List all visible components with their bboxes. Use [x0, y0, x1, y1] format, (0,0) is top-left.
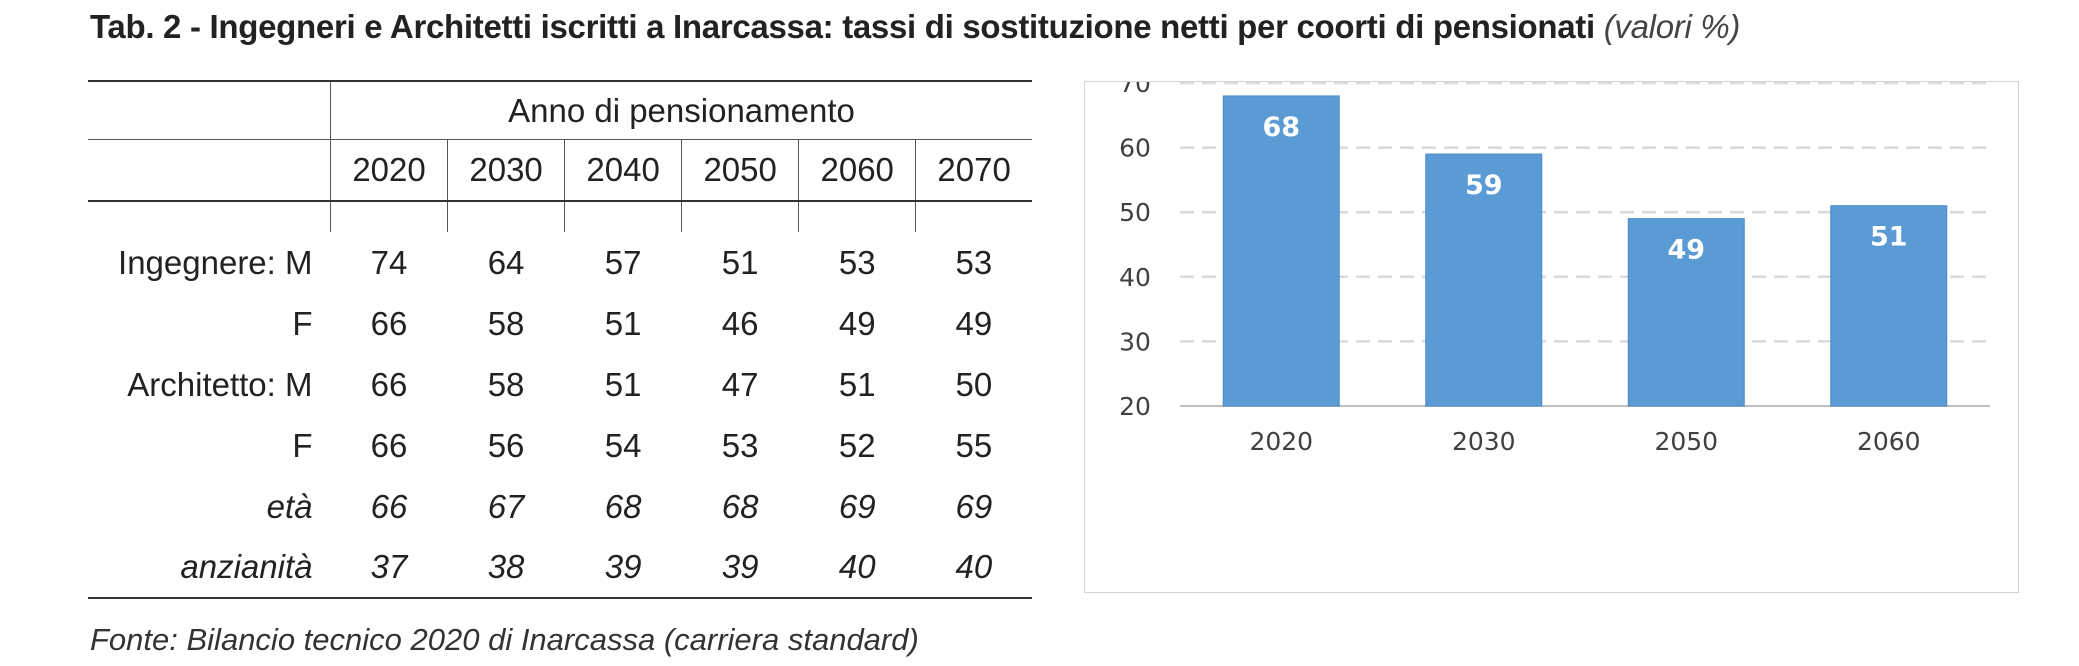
table-cell: 49	[838, 304, 876, 342]
table-cell: 67	[487, 487, 525, 525]
stub-header	[88, 80, 331, 140]
x-tick-label: 2060	[1857, 427, 1921, 456]
table-cell: 54	[604, 426, 642, 464]
table-cell: 40	[915, 537, 1032, 599]
table-cell: 39	[681, 537, 799, 599]
table-cell: 66	[370, 304, 408, 342]
table-cell: 37	[330, 537, 448, 599]
data-table-container: Anno di pensionamento 2020 2030 2040 205…	[88, 80, 1032, 599]
table-cell: 55	[955, 426, 993, 464]
row-label: Architetto: M	[127, 365, 313, 403]
table-year-header-row: 2020 2030 2040 2050 2060 2070	[88, 139, 1032, 202]
table-cell: 51	[604, 304, 642, 342]
bar-data-label: 51	[1870, 222, 1908, 253]
y-tick-label: 70	[1119, 82, 1151, 98]
table-title: Tab. 2 - Ingegneri e Architetti iscritti…	[90, 8, 1740, 46]
table-cell: 39	[564, 537, 682, 599]
table-cell: 69	[838, 487, 876, 525]
y-tick-label: 40	[1119, 263, 1151, 292]
table-cell: 53	[838, 243, 876, 281]
table-row: Architetto: M 66 58 51 47 51 50	[88, 354, 1032, 415]
table-cell: 69	[955, 487, 993, 525]
table-row: Ingegnere: M 74 64 57 51 53 53	[88, 232, 1032, 293]
year-header: 2050	[681, 139, 799, 202]
table-row: F 66 56 54 53 52 55	[88, 415, 1032, 476]
table-cell: 68	[604, 487, 642, 525]
row-label: età	[266, 487, 313, 525]
y-tick-label: 20	[1119, 392, 1151, 421]
table-row: anzianità 37 38 39 39 40 40	[88, 537, 1032, 599]
table-cell: 58	[487, 365, 525, 403]
table-cell: 66	[370, 487, 408, 525]
table-cell: 50	[955, 365, 993, 403]
x-tick-label: 2020	[1249, 427, 1313, 456]
table-cell: 68	[721, 487, 759, 525]
row-label: Ingegnere: M	[118, 243, 313, 281]
bar-data-label: 68	[1262, 112, 1300, 143]
x-tick-label: 2030	[1452, 427, 1516, 456]
year-header: 2040	[564, 139, 682, 202]
table-cell: 66	[370, 426, 408, 464]
bar-chart: 20 30 40 50 60 70 68 2020 59 2030 49 2050 51 2060	[1084, 81, 2019, 593]
year-header: 2060	[798, 139, 916, 202]
table-cell: 38	[447, 537, 565, 599]
row-label: F	[292, 304, 313, 342]
y-tick-label: 60	[1119, 134, 1151, 163]
table-cell: 47	[721, 365, 759, 403]
bar	[1627, 218, 1745, 407]
x-tick-label: 2050	[1654, 427, 1718, 456]
table-cell: 53	[721, 426, 759, 464]
group-header: Anno di pensionamento	[330, 80, 1032, 140]
row-label: anzianità	[88, 537, 331, 599]
table-cell: 52	[838, 426, 876, 464]
source-note: Fonte: Bilancio tecnico 2020 di Inarcass…	[90, 622, 919, 657]
table-group-header-row: Anno di pensionamento	[88, 80, 1032, 140]
table-cell: 58	[487, 304, 525, 342]
year-header: 2030	[447, 139, 565, 202]
bar	[1222, 95, 1340, 407]
row-label: F	[292, 426, 313, 464]
year-header: 2070	[915, 139, 1032, 202]
y-tick-label: 30	[1119, 327, 1151, 356]
table-cell: 64	[487, 243, 525, 281]
table-cell: 49	[955, 304, 993, 342]
title-main: Tab. 2 - Ingegneri e Architetti iscritti…	[90, 8, 1595, 45]
title-unit: (valori %)	[1603, 8, 1741, 45]
table-cell: 74	[370, 243, 408, 281]
tick-spacer-row	[88, 201, 1032, 232]
table-cell: 56	[487, 426, 525, 464]
table-cell: 51	[721, 243, 759, 281]
table-cell: 51	[838, 365, 876, 403]
data-table: Anno di pensionamento 2020 2030 2040 205…	[88, 80, 1032, 599]
table-cell: 40	[798, 537, 916, 599]
table-cell: 57	[604, 243, 642, 281]
bar-data-label: 49	[1667, 235, 1705, 266]
bar	[1425, 153, 1543, 407]
table-cell: 51	[604, 365, 642, 403]
year-header: 2020	[330, 139, 448, 202]
stub-header-2	[88, 139, 331, 202]
y-tick-label: 50	[1119, 198, 1151, 227]
table-row: età 66 67 68 68 69 69	[88, 476, 1032, 537]
bar-data-label: 59	[1465, 170, 1503, 201]
table-row: F 66 58 51 46 49 49	[88, 293, 1032, 354]
table-cell: 53	[955, 243, 993, 281]
table-cell: 66	[370, 365, 408, 403]
table-cell: 46	[721, 304, 759, 342]
bar	[1830, 205, 1948, 407]
